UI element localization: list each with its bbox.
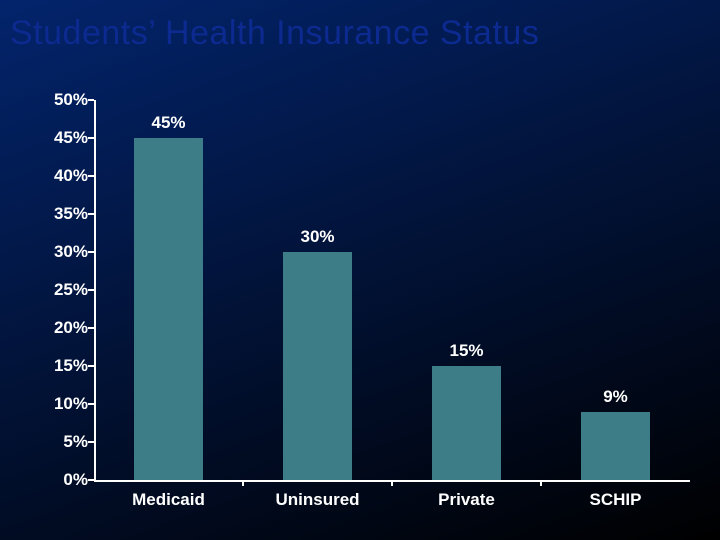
category-label: SCHIP <box>590 490 642 510</box>
bar <box>134 138 203 480</box>
y-tick-label: 15% <box>40 356 88 376</box>
y-tick-label: 50% <box>40 90 88 110</box>
y-tick-label: 10% <box>40 394 88 414</box>
y-tick-mark <box>88 403 94 405</box>
y-tick-mark <box>88 441 94 443</box>
y-tick-mark <box>88 365 94 367</box>
y-tick-mark <box>88 327 94 329</box>
bar-value-label: 45% <box>151 113 185 133</box>
category-label: Medicaid <box>132 490 205 510</box>
y-tick-label: 45% <box>40 128 88 148</box>
y-tick-mark <box>88 251 94 253</box>
y-tick-mark <box>88 289 94 291</box>
bar-chart: 45% 30% 15% 9% 0% 5% 10% 15% 20% 25% 30% 35% 40% 45%… <box>40 100 700 520</box>
y-tick-mark <box>88 213 94 215</box>
bar <box>581 412 650 480</box>
y-tick-label: 25% <box>40 280 88 300</box>
x-tick-mark <box>391 480 393 486</box>
y-tick-label: 30% <box>40 242 88 262</box>
y-tick-mark <box>88 175 94 177</box>
bar <box>283 252 352 480</box>
plot-region: 45% 30% 15% 9% <box>94 100 690 480</box>
x-tick-mark <box>540 480 542 486</box>
y-tick-mark <box>88 137 94 139</box>
slide: Students’ Health Insurance Status 45% 30%… <box>0 0 720 540</box>
y-tick-mark <box>88 479 94 481</box>
bar <box>432 366 501 480</box>
y-tick-label: 40% <box>40 166 88 186</box>
slide-title: Students’ Health Insurance Status <box>10 14 539 53</box>
category-label: Uninsured <box>275 490 359 510</box>
y-tick-label: 20% <box>40 318 88 338</box>
y-tick-label: 5% <box>40 432 88 452</box>
category-label: Private <box>438 490 495 510</box>
y-tick-mark <box>88 99 94 101</box>
bar-value-label: 15% <box>449 341 483 361</box>
bar-value-label: 9% <box>603 387 628 407</box>
y-tick-label: 35% <box>40 204 88 224</box>
bar-value-label: 30% <box>300 227 334 247</box>
x-tick-mark <box>242 480 244 486</box>
y-tick-label: 0% <box>40 470 88 490</box>
